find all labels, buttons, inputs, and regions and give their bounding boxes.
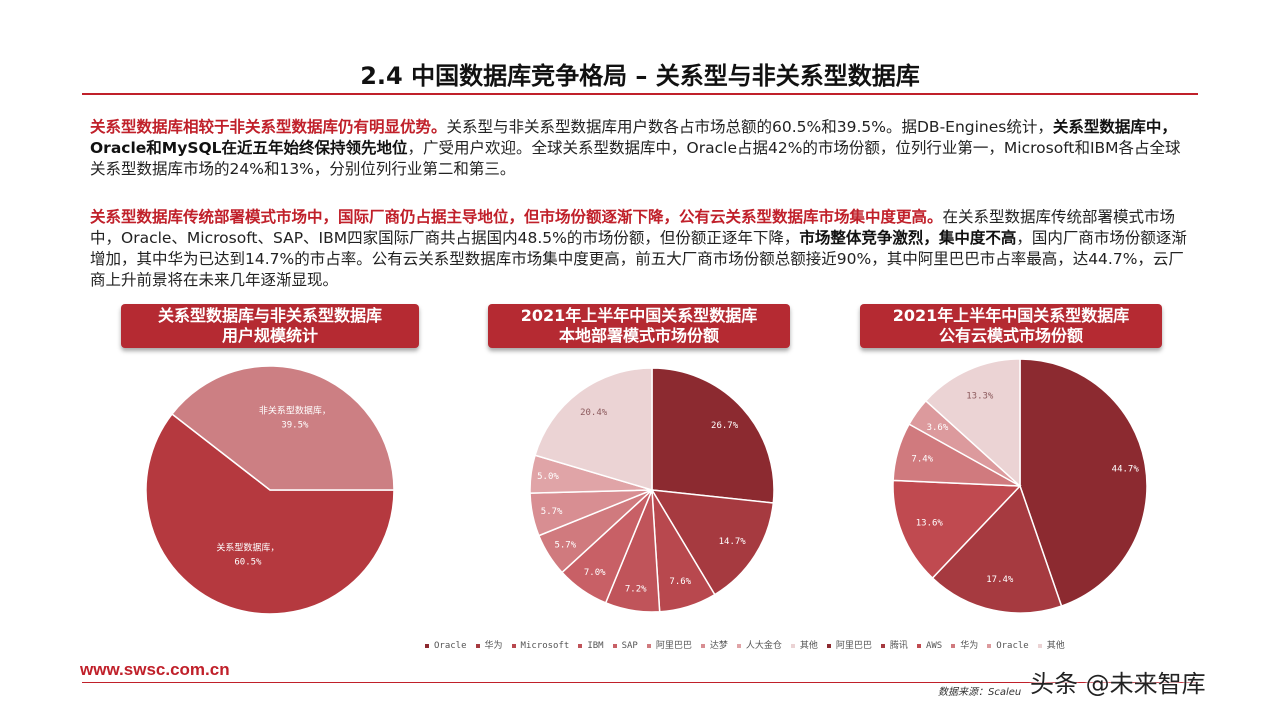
slice-label: 20.4% — [580, 408, 608, 418]
legend-item: Microsoft — [511, 641, 570, 651]
site-url: www.swsc.com.cn — [80, 660, 230, 679]
pie-slice — [651, 367, 775, 504]
slice-label: 7.6% — [669, 577, 691, 587]
chart-title-line: 2021年上半年中国关系型数据库 — [520, 306, 758, 325]
chart-title-user-scale: 关系型数据库与非关系型数据库 用户规模统计 — [121, 304, 419, 348]
pie-slice — [1019, 358, 1148, 607]
pie-slice — [534, 367, 653, 492]
legend-swatch — [790, 643, 795, 648]
legend-label: 腾讯 — [889, 641, 908, 651]
slice-label: 3.6% — [927, 423, 949, 433]
pie-slice — [650, 489, 775, 596]
legend-swatch — [736, 643, 741, 648]
para2-highlight: 市场整体竞争激烈，集中度不高 — [799, 229, 1017, 247]
legend-item: AWS — [916, 641, 943, 651]
slice-label: 关系型数据库， 60.5% — [216, 542, 279, 568]
legend-label: 阿里巴巴 — [655, 641, 692, 651]
chart-title-line: 用户规模统计 — [221, 326, 318, 345]
slice-label: 13.6% — [916, 519, 944, 529]
para1-text-a: 关系型与非关系型数据库用户数各占市场总额的60.5%和39.5%。据DB-Eng… — [446, 118, 1053, 136]
footer-divider — [82, 682, 1198, 683]
legend-item: Oracle — [425, 641, 467, 651]
legend-swatch — [987, 643, 992, 648]
paragraph-1: 关系型数据库相较于非关系型数据库仍有明显优势。关系型与非关系型数据库用户数各占市… — [90, 117, 1190, 180]
legend-item: 其他 — [790, 638, 818, 651]
data-source: 数据来源：Scaleu — [938, 687, 1022, 698]
para1-text-b: ，广受用户欢迎。全球关系型数据库中，Oracle占据42%的市场份额，位列行业第… — [90, 139, 1181, 178]
legend-label: 人大金仓 — [745, 641, 782, 651]
legend-swatch — [700, 643, 705, 648]
legend-swatch — [916, 643, 921, 648]
legend-item: 阿里巴巴 — [646, 638, 692, 651]
pie-slice — [931, 484, 1063, 614]
pie-slice — [924, 358, 1021, 488]
pie-slice — [170, 365, 395, 491]
watermark: 头条 @未来智库 — [1030, 670, 1206, 698]
legend-swatch — [475, 643, 480, 648]
legend-label: Oracle — [434, 641, 467, 651]
slice-label: 非关系型数据库， 39.5% — [259, 404, 331, 430]
slice-label: 13.3% — [966, 391, 994, 401]
chart-title-line: 公有云模式市场份额 — [938, 326, 1083, 345]
paragraph-2: 关系型数据库传统部署模式市场中，国际厂商仍占据主导地位，但市场份额逐渐下降，公有… — [90, 207, 1190, 291]
pie-slice — [892, 479, 1022, 580]
slice-label: 7.2% — [625, 585, 647, 595]
page-title: 2.4 中国数据库竞争格局 – 关系型与非关系型数据库 — [360, 62, 920, 90]
legend-label: 达梦 — [709, 641, 728, 651]
legend-swatch — [646, 643, 651, 648]
legend-label: 华为 — [960, 641, 979, 651]
legend-label: Microsoft — [520, 641, 570, 651]
para2-text-b: ，国内厂商市场份额逐渐增加，其中华为已达到14.7%的市占率。公有云关系型数据库… — [90, 229, 1187, 289]
legend-label: 其他 — [799, 641, 818, 651]
legend-swatch — [826, 643, 831, 648]
slice-label: 7.4% — [911, 454, 933, 464]
legend-label: 华为 — [484, 641, 503, 651]
legend-item: IBM — [578, 641, 604, 651]
slice-label: 14.7% — [719, 537, 747, 547]
legend-label: IBM — [587, 641, 604, 651]
chart-title-line: 2021年上半年中国关系型数据库 — [892, 306, 1130, 325]
legend-swatch — [951, 643, 956, 648]
chart-title-line: 本地部署模式市场份额 — [558, 326, 719, 345]
slice-label: 5.7% — [541, 507, 563, 517]
legend-label: AWS — [925, 641, 943, 651]
legend-swatch — [1037, 643, 1042, 648]
para1-highlight: 关系型数据库中，Oracle和MySQL在近五年始终保持领先地位 — [90, 118, 1177, 157]
legend-swatch — [612, 643, 617, 648]
legend-label: 阿里巴巴 — [835, 641, 872, 651]
para2-text-a: 在关系型数据库传统部署模式市场中，Oracle、Microsoft、SAP、IB… — [90, 208, 1176, 247]
chart-title-on-premise: 2021年上半年中国关系型数据库 本地部署模式市场份额 — [488, 304, 790, 348]
legend-swatch — [511, 643, 516, 648]
legend-item: 阿里巴巴 — [826, 638, 872, 651]
legend-swatch — [578, 643, 583, 648]
legend-label: SAP — [621, 641, 638, 651]
legend-swatch — [880, 643, 885, 648]
slice-label: 44.7% — [1112, 464, 1140, 474]
para2-lead: 关系型数据库传统部署模式市场中，国际厂商仍占据主导地位，但市场份额逐渐下降，公有… — [90, 208, 943, 226]
slice-label: 26.7% — [711, 421, 739, 431]
legend-item: SAP — [612, 641, 638, 651]
slice-label: 7.0% — [584, 568, 606, 578]
chart-legend: Oracle 华为 Microsoft IBM SAP 阿里巴巴 达梦 人大金仓 其他 阿里巴巴 腾… — [425, 638, 1074, 651]
title-divider — [82, 93, 1198, 95]
slice-label: 5.0% — [537, 472, 559, 482]
pie-slice — [145, 412, 395, 615]
chart-title-public-cloud: 2021年上半年中国关系型数据库 公有云模式市场份额 — [860, 304, 1162, 348]
slice-label: 17.4% — [986, 575, 1014, 585]
chart-title-line: 关系型数据库与非关系型数据库 — [157, 306, 382, 325]
legend-item: Oracle — [987, 641, 1029, 651]
legend-label: 其他 — [1046, 641, 1065, 651]
legend-item: 华为 — [475, 638, 503, 651]
legend-label: Oracle — [996, 641, 1029, 651]
legend-swatch — [425, 643, 429, 648]
legend-item: 腾讯 — [880, 638, 908, 651]
para1-lead: 关系型数据库相较于非关系型数据库仍有明显优势。 — [90, 118, 447, 136]
slice-label: 5.7% — [554, 541, 576, 551]
legend-item: 其他 — [1037, 638, 1065, 651]
legend-item: 达梦 — [700, 638, 728, 651]
legend-item: 华为 — [951, 638, 978, 651]
legend-item: 人大金仓 — [736, 638, 782, 651]
